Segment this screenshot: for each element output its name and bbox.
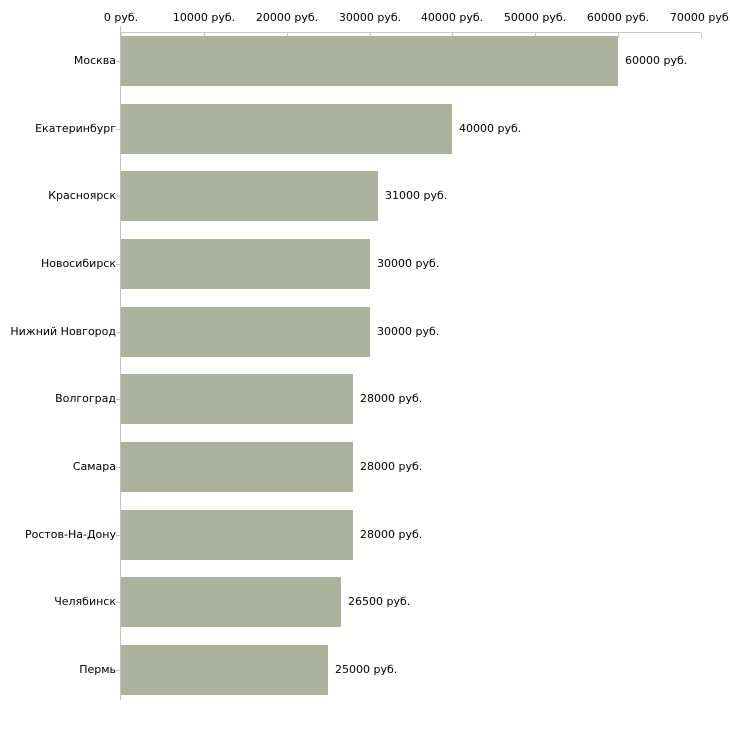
value-label: 30000 руб. bbox=[377, 325, 440, 338]
category-label: Красноярск bbox=[48, 189, 116, 202]
value-label: 26500 руб. bbox=[348, 595, 411, 608]
x-axis-tick-label: 40000 руб. bbox=[420, 11, 484, 24]
bar-4 bbox=[121, 239, 370, 289]
value-label: 40000 руб. bbox=[459, 122, 522, 135]
category-label: Пермь bbox=[79, 663, 116, 676]
y-axis-tick bbox=[116, 264, 120, 265]
x-axis-tick-label: 30000 руб. bbox=[338, 11, 402, 24]
x-axis-tick-label: 20000 руб. bbox=[255, 11, 319, 24]
category-label: Екатеринбург bbox=[35, 122, 116, 135]
y-axis-tick bbox=[116, 670, 120, 671]
x-axis-tick-label: 10000 руб. bbox=[172, 11, 236, 24]
x-axis-tick bbox=[701, 33, 702, 38]
y-axis-tick bbox=[116, 467, 120, 468]
y-axis-tick bbox=[116, 196, 120, 197]
value-label: 28000 руб. bbox=[360, 460, 423, 473]
bar-1 bbox=[121, 36, 618, 86]
x-axis-tick bbox=[121, 33, 122, 38]
y-axis-tick bbox=[116, 602, 120, 603]
x-axis-tick bbox=[535, 33, 536, 38]
y-axis-tick bbox=[116, 535, 120, 536]
bar-6 bbox=[121, 374, 353, 424]
x-axis-tick bbox=[452, 33, 453, 38]
category-label: Новосибирск bbox=[40, 257, 116, 270]
bar-9 bbox=[121, 577, 341, 627]
category-label: Самара bbox=[72, 460, 116, 473]
x-axis-tick bbox=[370, 33, 371, 38]
x-axis-tick-label: 60000 руб. bbox=[586, 11, 650, 24]
x-axis-tick bbox=[618, 33, 619, 38]
y-axis-tick bbox=[116, 332, 120, 333]
value-label: 30000 руб. bbox=[377, 257, 440, 270]
bar-5 bbox=[121, 307, 370, 357]
bar-10 bbox=[121, 645, 328, 695]
x-axis-tick-label: 50000 руб. bbox=[503, 11, 567, 24]
y-axis-tick bbox=[116, 399, 120, 400]
bar-7 bbox=[121, 442, 353, 492]
x-axis-tick-label: 0 руб. bbox=[103, 11, 139, 24]
value-label: 28000 руб. bbox=[360, 392, 423, 405]
value-label: 28000 руб. bbox=[360, 528, 423, 541]
value-label: 31000 руб. bbox=[385, 189, 448, 202]
category-label: Москва bbox=[73, 54, 116, 67]
y-axis-line bbox=[120, 26, 121, 700]
x-axis-tick-label: 70000 руб. bbox=[669, 11, 730, 24]
bar-8 bbox=[121, 510, 353, 560]
x-axis-line bbox=[120, 32, 701, 33]
x-axis-tick bbox=[204, 33, 205, 38]
category-label: Волгоград bbox=[55, 392, 116, 405]
category-label: Челябинск bbox=[54, 595, 116, 608]
bar-3 bbox=[121, 171, 378, 221]
bar-2 bbox=[121, 104, 452, 154]
category-label: Нижний Новгород bbox=[10, 325, 116, 338]
x-axis-tick bbox=[287, 33, 288, 38]
value-label: 60000 руб. bbox=[625, 54, 688, 67]
y-axis-tick bbox=[116, 61, 120, 62]
value-label: 25000 руб. bbox=[335, 663, 398, 676]
y-axis-tick bbox=[116, 129, 120, 130]
category-label: Ростов-На-Дону bbox=[24, 528, 116, 541]
